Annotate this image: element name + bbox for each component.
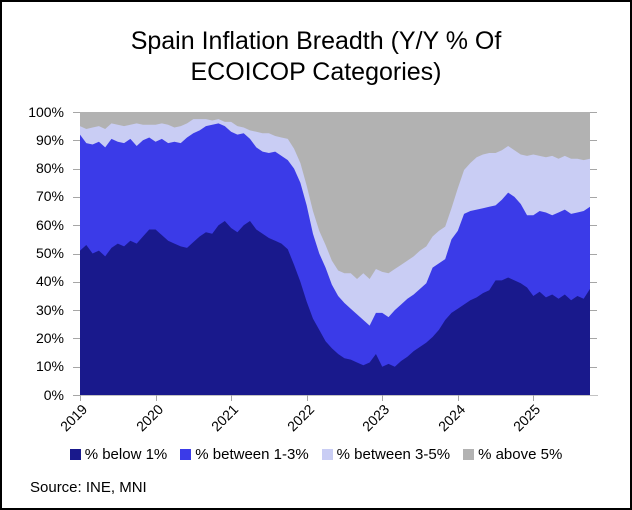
series-area-below-1pct	[80, 220, 590, 395]
y-tick	[73, 338, 80, 340]
y-tick	[73, 168, 80, 170]
y-axis-label: 100%	[28, 103, 64, 120]
x-tick	[80, 395, 81, 401]
y-tick	[73, 395, 80, 396]
y-tick	[73, 366, 80, 368]
x-axis-label: 2021	[208, 401, 242, 435]
y-axis-label: 70%	[35, 188, 64, 205]
x-axis-line	[80, 395, 598, 396]
y-axis-label: 40%	[35, 273, 64, 290]
legend-swatch-icon	[463, 449, 475, 460]
legend-item: % between 1-3%	[180, 446, 309, 463]
y-tick	[590, 140, 597, 142]
y-tick	[590, 225, 597, 227]
x-tick	[231, 395, 233, 401]
y-axis-label: 20%	[35, 329, 64, 346]
legend-swatch-icon	[321, 449, 333, 460]
stacked-area-chart	[80, 112, 590, 395]
y-tick	[590, 366, 597, 368]
x-tick	[306, 395, 308, 401]
legend-label: % between 3-5%	[336, 446, 451, 463]
y-tick	[590, 310, 597, 312]
y-tick	[73, 140, 80, 142]
y-tick	[73, 112, 80, 113]
x-axis-label: 2022	[283, 401, 317, 435]
x-tick	[155, 395, 157, 401]
x-tick	[382, 395, 384, 401]
y-tick	[590, 253, 597, 255]
y-tick	[590, 281, 597, 283]
y-axis-label: 90%	[35, 131, 64, 148]
chart-title-line2: ECOICOP Categories)	[190, 58, 442, 86]
y-tick	[590, 168, 597, 170]
plot-area	[80, 112, 590, 395]
source-note: Source: INE, MNI	[30, 479, 147, 496]
x-axis-label: 2019	[56, 401, 91, 435]
legend-label: % below 1%	[84, 446, 168, 463]
legend-item: % between 3-5%	[321, 446, 451, 463]
x-tick	[533, 395, 535, 401]
legend-item: % below 1%	[69, 446, 168, 463]
x-axis-label: 2023	[359, 401, 393, 435]
y-tick	[73, 253, 80, 255]
chart-title: Spain Inflation Breadth (Y/Y % Of ECOICO…	[2, 26, 630, 88]
y-tick	[73, 196, 80, 198]
x-axis-label: 2020	[132, 401, 166, 435]
legend-swatch-icon	[180, 449, 192, 460]
y-tick	[73, 310, 80, 312]
y-tick	[590, 338, 597, 340]
y-axis-label: 0%	[43, 386, 64, 403]
chart-title-line1: Spain Inflation Breadth (Y/Y % Of	[130, 27, 502, 55]
y-tick	[590, 112, 597, 113]
legend-swatch-icon	[69, 449, 81, 460]
legend-label: % above 5%	[478, 446, 563, 463]
y-tick	[73, 225, 80, 227]
x-axis-label: 2025	[510, 401, 544, 435]
y-axis-label: 60%	[35, 216, 64, 233]
y-tick	[73, 281, 80, 283]
y-axis-label: 10%	[35, 358, 64, 375]
x-axis-label: 2024	[434, 401, 469, 435]
legend-label: % between 1-3%	[195, 446, 309, 463]
x-tick	[457, 395, 459, 401]
y-tick	[590, 196, 597, 198]
legend-item: % above 5%	[463, 446, 562, 463]
chart-legend: % below 1% % between 1-3% % between 3-5% % …	[2, 446, 630, 463]
y-axis-label: 80%	[35, 160, 64, 177]
y-axis-label: 50%	[35, 245, 64, 261]
y-axis-label: 30%	[35, 301, 64, 318]
